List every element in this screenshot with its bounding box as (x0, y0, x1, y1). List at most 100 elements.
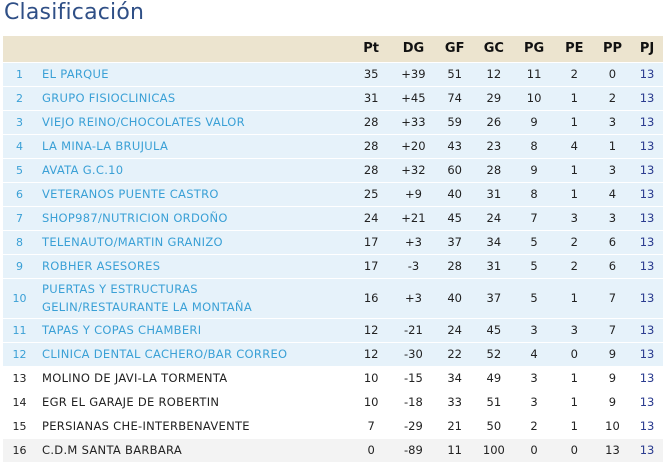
games-won: 2 (530, 419, 538, 433)
team-name[interactable]: CLINICA DENTAL CACHERO/BAR CORREO (42, 347, 288, 361)
team-position: 14 (12, 395, 27, 409)
goals-for: 33 (447, 395, 462, 409)
games-drawn: 1 (570, 291, 578, 305)
games-lost: 3 (608, 115, 617, 129)
page-title: Clasificación (4, 0, 145, 25)
games-lost: 3 (608, 163, 617, 177)
points: 17 (363, 235, 379, 249)
goals-against: 100 (482, 443, 505, 458)
header-dg: DG (402, 41, 425, 57)
team-name[interactable]: EGR EL GARAJE DE ROBERTIN (42, 395, 220, 409)
goals-for: 37 (447, 235, 462, 249)
standings-table: Pt DG GF GC PG PE PP PJ 1 EL PARQUE 35 +… (3, 36, 663, 462)
header-pe: PE (565, 41, 584, 57)
goals-for: 11 (447, 443, 462, 458)
goals-against: 12 (486, 67, 502, 81)
team-position: 12 (12, 347, 27, 361)
table-row: 10 PUERTAS Y ESTRUCTURAS GELIN/RESTAURANT… (3, 278, 663, 318)
goals-for: 59 (447, 115, 462, 129)
games-lost: 6 (608, 235, 617, 249)
team-name[interactable]: VETERANOS PUENTE CASTRO (42, 187, 219, 201)
header-gf: GF (444, 41, 465, 57)
games-drawn: 1 (570, 91, 578, 105)
team-name[interactable]: LA MINA-LA BRUJULA (42, 139, 169, 153)
team-name[interactable]: SHOP987/NUTRICION ORDOÑO (42, 211, 228, 225)
games-played: 13 (639, 115, 655, 129)
team-name[interactable]: TELENAUTO/MARTIN GRANIZO (42, 235, 223, 249)
goal-difference: +39 (401, 67, 426, 81)
points: 16 (363, 291, 379, 305)
goals-for: 24 (447, 323, 462, 337)
points: 24 (363, 211, 379, 225)
goals-for: 60 (447, 163, 462, 177)
games-lost: 0 (608, 67, 617, 81)
header-pos (3, 36, 36, 62)
team-name[interactable]: EL PARQUE (42, 67, 109, 81)
team-name[interactable]: TAPAS Y COPAS CHAMBERI (42, 323, 202, 337)
team-name[interactable]: MOLINO DE JAVI-LA TORMENTA (42, 371, 228, 385)
goals-against: 29 (486, 91, 502, 105)
team-name[interactable]: PERSIANAS CHE-INTERBENAVENTE (42, 419, 250, 433)
games-won: 0 (530, 443, 538, 458)
team-name[interactable]: GRUPO FISIOCLINICAS (42, 91, 176, 105)
games-won: 3 (530, 371, 538, 385)
goal-difference: -3 (407, 259, 420, 273)
games-drawn: 0 (570, 347, 578, 361)
games-played: 13 (639, 67, 655, 81)
goal-difference: -29 (404, 419, 423, 433)
goals-for: 21 (447, 419, 462, 433)
games-lost: 13 (605, 443, 620, 458)
goals-against: 28 (486, 163, 502, 177)
team-name[interactable]: VIEJO REINO/CHOCOLATES VALOR (42, 115, 245, 129)
games-lost: 9 (608, 371, 617, 385)
points: 12 (363, 347, 379, 361)
games-drawn: 1 (570, 163, 578, 177)
table-row: 6 VETERANOS PUENTE CASTRO 25 +9 40 31 8 … (3, 182, 663, 206)
header-team (36, 36, 351, 62)
games-lost: 9 (608, 347, 617, 361)
games-lost: 7 (608, 291, 617, 305)
table-row: 8 TELENAUTO/MARTIN GRANIZO 17 +3 37 34 5… (3, 230, 663, 254)
games-played: 13 (639, 291, 655, 305)
team-name[interactable]: ROBHER ASESORES (42, 259, 161, 273)
games-played: 13 (639, 187, 655, 201)
table-row: 5 AVATA G.C.10 28 +32 60 28 9 1 3 13 (3, 158, 663, 182)
goal-difference: -21 (404, 323, 423, 337)
points: 12 (363, 323, 379, 337)
team-name[interactable]: PUERTAS Y ESTRUCTURAS GELIN/RESTAURANTE L… (36, 278, 351, 318)
team-position: 13 (12, 371, 27, 385)
goal-difference: +3 (404, 291, 422, 305)
table-row: 2 GRUPO FISIOCLINICAS 31 +45 74 29 10 1 … (3, 86, 663, 110)
team-position: 10 (12, 291, 27, 305)
team-position: 8 (16, 235, 23, 249)
games-lost: 1 (608, 139, 617, 153)
points: 7 (367, 419, 375, 433)
goal-difference: +20 (401, 139, 426, 153)
games-won: 3 (530, 323, 538, 337)
header-pj: PJ (639, 41, 655, 57)
team-name[interactable]: C.D.M SANTA BARBARA (42, 443, 183, 458)
team-name[interactable]: AVATA G.C.10 (42, 163, 124, 177)
games-won: 4 (530, 347, 538, 361)
points: 10 (363, 395, 379, 409)
games-drawn: 1 (570, 115, 578, 129)
goals-against: 37 (486, 291, 502, 305)
points: 28 (363, 163, 379, 177)
team-name-line-2: GELIN/RESTAURANTE LA MONTAÑA (42, 300, 253, 314)
games-drawn: 3 (570, 211, 578, 225)
games-won: 9 (530, 163, 538, 177)
games-lost: 3 (608, 211, 617, 225)
team-position: 4 (16, 139, 23, 153)
team-position: 7 (16, 211, 23, 225)
goal-difference: +32 (401, 163, 426, 177)
table-row: 7 SHOP987/NUTRICION ORDOÑO 24 +21 45 24 … (3, 206, 663, 230)
points: 10 (363, 371, 379, 385)
points: 0 (367, 443, 375, 458)
games-won: 8 (530, 187, 538, 201)
goal-difference: +9 (404, 187, 422, 201)
goals-against: 31 (486, 259, 502, 273)
team-position: 15 (12, 419, 27, 433)
goals-against: 23 (486, 139, 502, 153)
games-played: 13 (639, 347, 655, 361)
goals-for: 34 (447, 371, 462, 385)
